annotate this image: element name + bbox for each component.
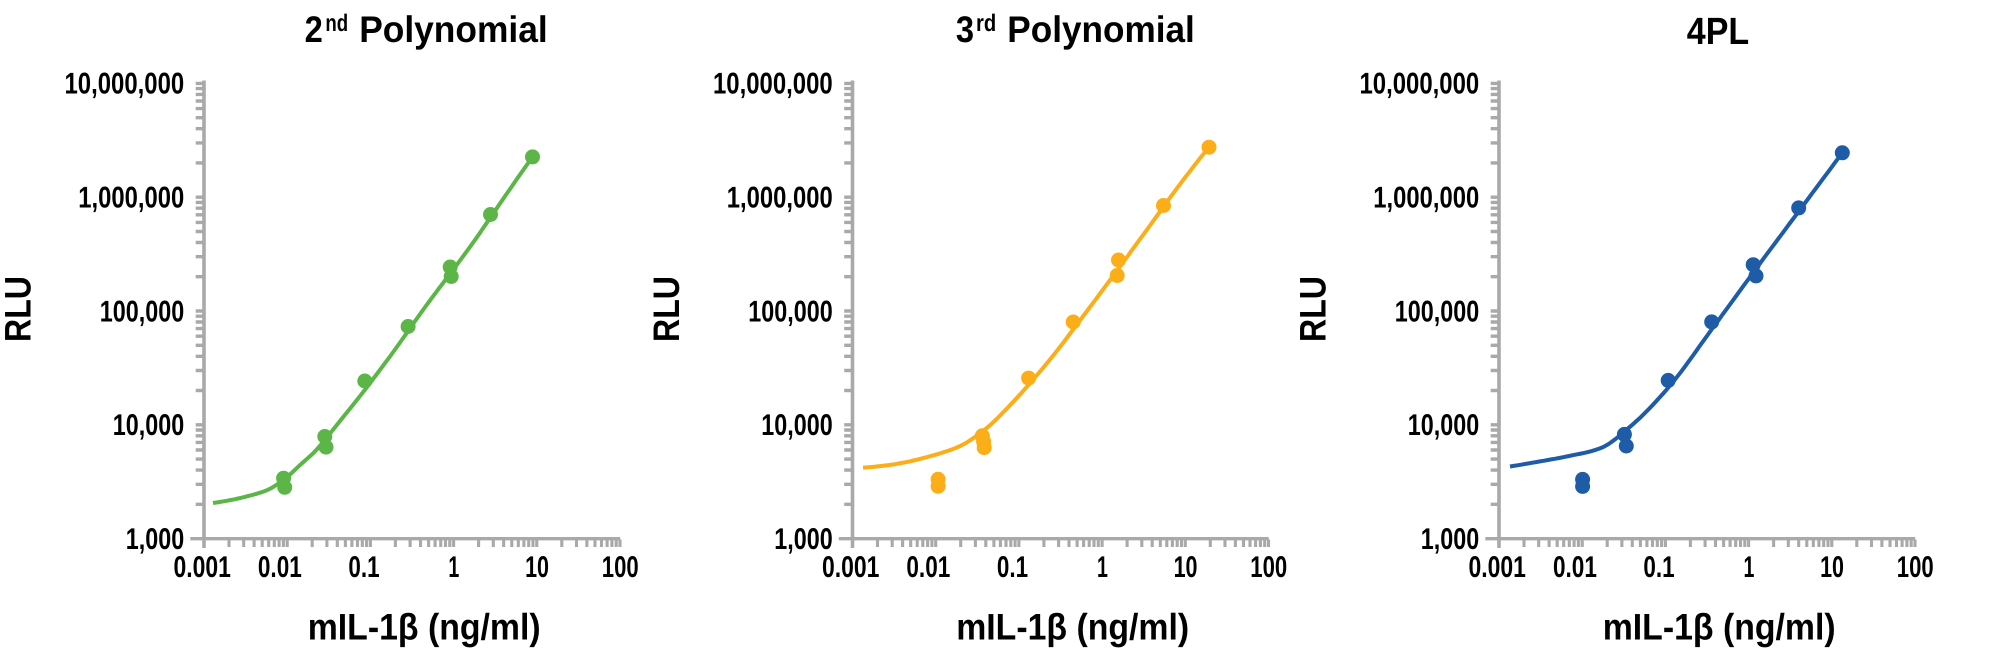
svg-text:RLU: RLU (1292, 276, 1333, 342)
svg-text:0.001: 0.001 (174, 551, 231, 584)
svg-text:RLU: RLU (0, 276, 38, 342)
svg-text:1,000: 1,000 (126, 523, 184, 556)
svg-text:0.01: 0.01 (906, 551, 950, 584)
svg-text:10,000,000: 10,000,000 (1360, 68, 1480, 101)
svg-text:1: 1 (448, 551, 459, 584)
svg-text:1: 1 (1097, 551, 1108, 584)
svg-text:1,000: 1,000 (1421, 523, 1479, 556)
svg-text:0.1: 0.1 (1643, 551, 1674, 584)
svg-text:0.1: 0.1 (348, 551, 379, 584)
svg-text:mIL-1β (ng/ml): mIL-1β (ng/ml) (1603, 607, 1836, 648)
svg-text:1: 1 (1744, 551, 1755, 584)
svg-text:10,000,000: 10,000,000 (65, 68, 185, 101)
svg-text:rd: rd (976, 10, 996, 37)
svg-text:Polynomial: Polynomial (1007, 9, 1195, 50)
svg-text:10,000: 10,000 (113, 409, 184, 442)
svg-text:100: 100 (602, 551, 639, 584)
svg-text:10,000: 10,000 (761, 409, 832, 442)
svg-text:3: 3 (956, 9, 974, 50)
svg-text:mIL-1β (ng/ml): mIL-1β (ng/ml) (308, 607, 541, 648)
svg-text:RLU: RLU (646, 276, 687, 342)
svg-text:100,000: 100,000 (1395, 295, 1479, 328)
svg-text:10,000,000: 10,000,000 (713, 68, 833, 101)
svg-text:100,000: 100,000 (100, 295, 184, 328)
svg-text:1,000: 1,000 (774, 523, 832, 556)
svg-text:1,000,000: 1,000,000 (727, 182, 833, 215)
svg-text:100,000: 100,000 (748, 295, 832, 328)
svg-text:4PL: 4PL (1687, 11, 1749, 53)
svg-text:10: 10 (1174, 551, 1198, 584)
svg-text:10: 10 (525, 551, 549, 584)
svg-text:2: 2 (305, 9, 323, 50)
svg-text:0.001: 0.001 (822, 551, 879, 584)
svg-text:10,000: 10,000 (1408, 409, 1479, 442)
svg-text:Polynomial: Polynomial (359, 9, 548, 50)
svg-text:0.001: 0.001 (1469, 551, 1526, 584)
svg-text:nd: nd (325, 10, 348, 37)
svg-text:0.01: 0.01 (258, 551, 302, 584)
svg-text:100: 100 (1250, 551, 1287, 584)
svg-text:1,000,000: 1,000,000 (1373, 182, 1479, 215)
svg-text:mIL-1β (ng/ml): mIL-1β (ng/ml) (956, 607, 1189, 648)
svg-text:0.1: 0.1 (997, 551, 1028, 584)
svg-text:0.01: 0.01 (1553, 551, 1597, 584)
svg-text:10: 10 (1820, 551, 1844, 584)
svg-text:1,000,000: 1,000,000 (78, 182, 184, 215)
svg-text:100: 100 (1897, 551, 1934, 584)
